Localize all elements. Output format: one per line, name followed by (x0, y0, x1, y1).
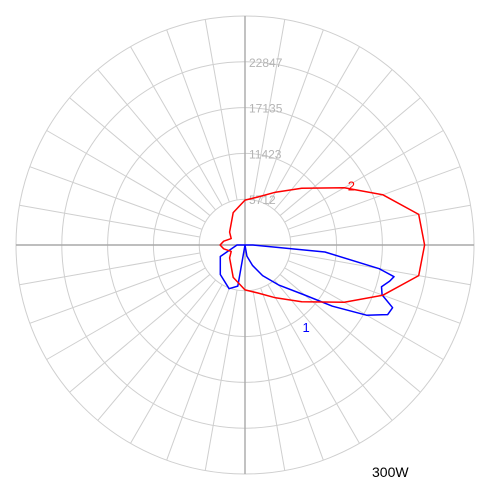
series-label-2: 2 (348, 179, 355, 194)
radial-tick-label: 22847 (249, 56, 283, 70)
series-curves (219, 186, 426, 316)
radial-tick-label: 5712 (249, 193, 276, 207)
series-label-1: 1 (302, 320, 309, 335)
series-curve-2 (219, 186, 426, 304)
series-labels: 12 (302, 179, 355, 335)
radial-tick-label: 11423 (249, 147, 282, 161)
radial-tick-labels: 5712 11423 17135 22847 (249, 56, 283, 207)
series-curve-1 (219, 244, 395, 316)
radial-tick-label: 17135 (249, 102, 283, 116)
chart-caption: 300W (372, 464, 409, 480)
polar-grid (15, 15, 475, 475)
